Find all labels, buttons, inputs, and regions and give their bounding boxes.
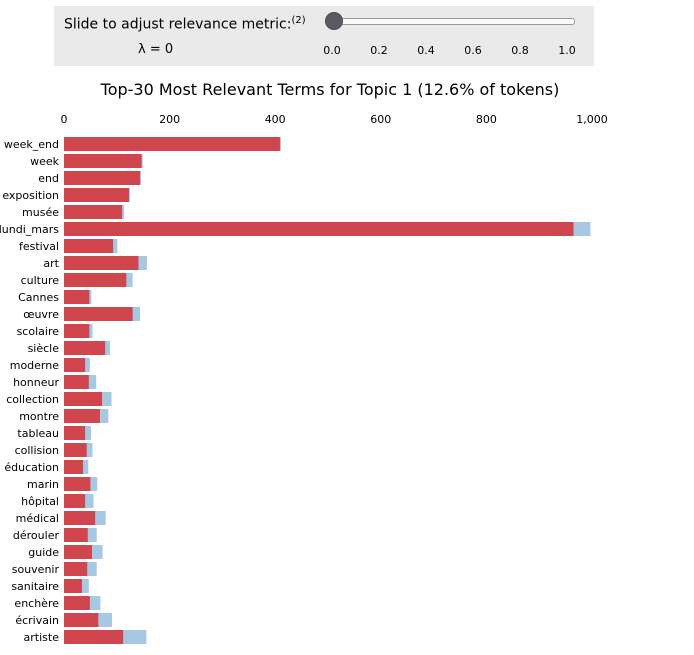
topic-term-bar <box>64 460 84 474</box>
topic-term-bar <box>64 562 88 576</box>
term-label: end <box>38 172 59 185</box>
lambda-slider-thumb[interactable] <box>325 12 343 30</box>
lambda-slider-track[interactable] <box>335 18 575 25</box>
topic-term-bar <box>64 426 86 440</box>
topic-term-bar <box>64 307 133 321</box>
topic-term-bar <box>64 239 114 253</box>
topic-term-bar <box>64 205 123 219</box>
x-tick-label: 800 <box>476 113 497 126</box>
term-label: art <box>43 257 59 270</box>
topic-term-bar <box>64 324 90 338</box>
term-label: marin <box>27 478 59 491</box>
term-label: œuvre <box>23 308 59 321</box>
term-label: éducation <box>4 461 59 474</box>
topic-term-bar <box>64 222 574 236</box>
x-tick-label: 600 <box>370 113 391 126</box>
term-label: médical <box>16 512 59 525</box>
term-label: culture <box>21 274 60 287</box>
term-label: scolaire <box>17 325 60 338</box>
lambda-slider-tick: 0.2 <box>370 44 388 57</box>
chart-title: Top-30 Most Relevant Terms for Topic 1 (… <box>100 80 560 99</box>
topic-term-bar <box>64 443 87 457</box>
term-label: souvenir <box>12 563 60 576</box>
topic-term-bar <box>64 613 99 627</box>
term-label: collision <box>15 444 59 457</box>
topic-term-bar <box>64 596 90 610</box>
lambda-label-text: Slide to adjust relevance metric: <box>64 16 292 33</box>
lambda-panel: Slide to adjust relevance metric:(2) λ =… <box>54 6 594 66</box>
lambda-footnote: (2) <box>291 15 306 26</box>
term-label: dérouler <box>13 529 60 542</box>
topic-term-bar <box>64 273 127 287</box>
lambda-slider-tick: 0.6 <box>464 44 482 57</box>
x-tick-label: 1,000 <box>576 113 608 126</box>
lambda-value: λ = 0 <box>138 42 174 57</box>
topic-term-bar <box>64 171 141 185</box>
topic-term-bar <box>64 256 139 270</box>
topic-term-bar <box>64 358 86 372</box>
term-label: honneur <box>13 376 59 389</box>
x-tick-label: 200 <box>159 113 180 126</box>
topic-term-bar <box>64 137 280 151</box>
topic-term-bar <box>64 392 103 406</box>
topic-term-bar <box>64 409 100 423</box>
term-label: week_end <box>4 138 59 151</box>
term-label: lundi_mars <box>0 223 59 236</box>
term-label: Cannes <box>18 291 59 304</box>
term-label: enchère <box>14 597 59 610</box>
term-label: festival <box>19 240 59 253</box>
topic-term-bar <box>64 545 92 559</box>
topic-term-bar <box>64 477 91 491</box>
topic-term-bar <box>64 579 82 593</box>
topic-term-bar <box>64 630 124 644</box>
topic-term-bar <box>64 375 89 389</box>
term-label: tableau <box>17 427 59 440</box>
term-label: week <box>30 155 60 168</box>
term-label: sanitaire <box>11 580 59 593</box>
term-label: écrivain <box>15 614 59 627</box>
term-label: moderne <box>10 359 59 372</box>
lambda-slider-tick: 0.4 <box>417 44 435 57</box>
term-label: artiste <box>24 631 60 644</box>
topic-term-bar <box>64 188 129 202</box>
term-label: musée <box>22 206 59 219</box>
x-tick-label: 400 <box>265 113 286 126</box>
topic-term-bar <box>64 494 86 508</box>
lambda-label: Slide to adjust relevance metric:(2) <box>64 15 306 33</box>
lambda-slider-tick: 0.8 <box>511 44 529 57</box>
term-label: exposition <box>2 189 59 202</box>
topic-term-bar <box>64 511 96 525</box>
topic-term-bar <box>64 528 88 542</box>
term-label: hôpital <box>21 495 59 508</box>
lambda-slider-tick: 0.0 <box>323 44 341 57</box>
topic-term-bar <box>64 290 90 304</box>
term-label: guide <box>28 546 59 559</box>
term-label: montre <box>19 410 59 423</box>
lambda-slider-tick: 1.0 <box>558 44 576 57</box>
topic-term-bar <box>64 341 106 355</box>
x-tick-label: 0 <box>61 113 68 126</box>
term-label: collection <box>6 393 59 406</box>
term-label: siècle <box>28 342 60 355</box>
topic-term-bar <box>64 154 142 168</box>
